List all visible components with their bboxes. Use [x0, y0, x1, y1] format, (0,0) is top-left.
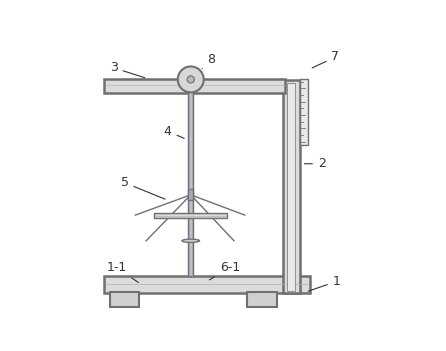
Bar — [104, 276, 310, 293]
Bar — [283, 80, 300, 293]
Bar — [248, 292, 277, 307]
Bar — [104, 79, 285, 93]
Bar — [154, 213, 227, 218]
Bar — [110, 292, 140, 307]
Circle shape — [187, 76, 194, 83]
Bar — [155, 214, 226, 217]
Text: 6-1: 6-1 — [209, 261, 240, 280]
Circle shape — [178, 66, 204, 92]
Text: 1-1: 1-1 — [106, 261, 138, 283]
Bar — [300, 79, 308, 145]
Text: 4: 4 — [164, 125, 184, 138]
Text: 8: 8 — [202, 53, 215, 68]
Text: 5: 5 — [120, 176, 165, 199]
Ellipse shape — [182, 239, 199, 243]
Text: 3: 3 — [110, 61, 145, 78]
Text: 7: 7 — [312, 51, 339, 68]
Bar — [188, 79, 193, 276]
Text: 2: 2 — [304, 157, 326, 170]
Bar — [288, 83, 295, 291]
Text: 1: 1 — [308, 275, 341, 291]
Bar — [188, 190, 193, 200]
